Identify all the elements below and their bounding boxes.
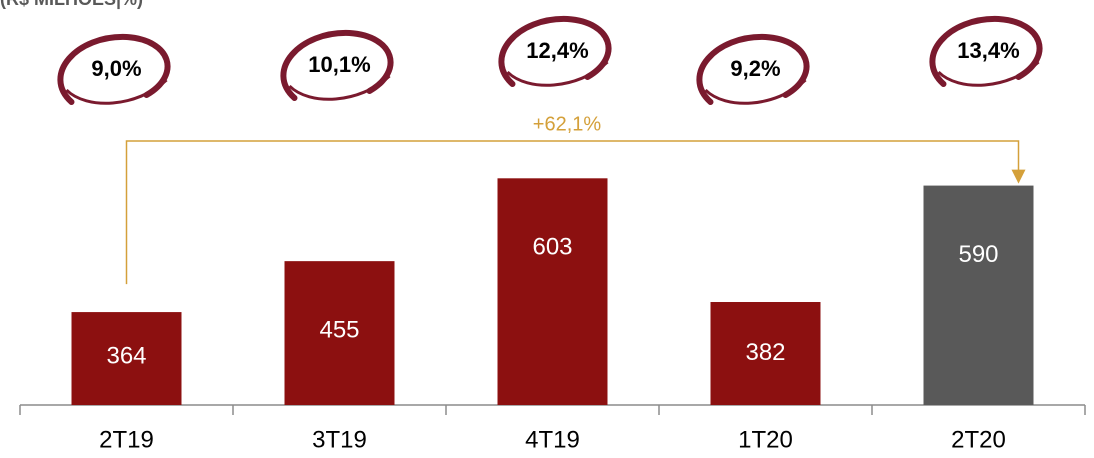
- margin-label: 9,2%: [730, 56, 780, 81]
- margin-swoosh: [280, 29, 394, 101]
- value-label: 603: [532, 234, 572, 261]
- x-tick-label: 1T20: [738, 426, 793, 453]
- bar: [71, 312, 182, 405]
- value-label: 364: [106, 342, 146, 369]
- chart-title: (R$ MILHÕES|%): [0, 0, 143, 9]
- margin-swoosh-tail: [937, 60, 1040, 87]
- growth-arrow: [1011, 169, 1026, 184]
- margin-label: 12,4%: [526, 38, 588, 63]
- margin-swoosh-tail: [506, 60, 609, 87]
- margin-swoosh-tail: [288, 74, 391, 101]
- bar: [497, 178, 608, 405]
- growth-bracket: [125, 140, 1020, 285]
- margin-label: 13,4%: [957, 38, 1019, 63]
- x-tick-label: 4T19: [525, 426, 580, 453]
- bar: [284, 261, 395, 405]
- bar: [710, 302, 821, 405]
- x-tick-label: 2T20: [951, 426, 1006, 453]
- margin-swoosh-tail: [65, 78, 168, 105]
- x-tick-label: 2T19: [99, 426, 154, 453]
- value-label: 590: [958, 241, 998, 268]
- growth-label: +62,1%: [533, 113, 602, 135]
- value-label: 455: [319, 316, 359, 343]
- bar: [923, 185, 1034, 405]
- margin-swoosh: [696, 33, 810, 105]
- margin-swoosh: [57, 33, 171, 105]
- margin-swoosh: [498, 15, 612, 87]
- margin-label: 9,0%: [91, 56, 141, 81]
- margin-swoosh-tail: [704, 78, 807, 105]
- margin-label: 10,1%: [308, 52, 370, 77]
- x-tick-label: 3T19: [312, 426, 367, 453]
- value-label: 382: [745, 339, 785, 366]
- margin-swoosh: [929, 15, 1043, 87]
